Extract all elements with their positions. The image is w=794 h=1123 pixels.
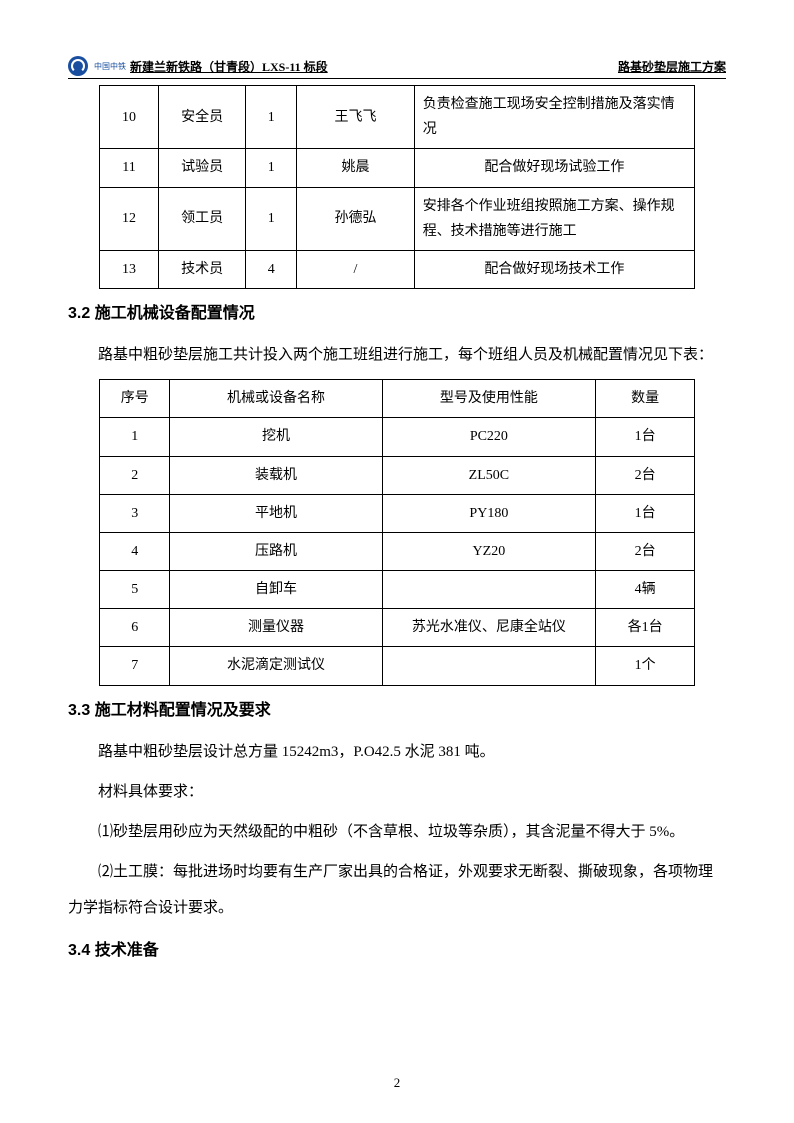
cell: 安全员	[159, 86, 246, 149]
cell: 苏光水准仪、尼康全站仪	[382, 609, 596, 647]
cell: 技术员	[159, 250, 246, 288]
cell: 13	[100, 250, 159, 288]
cell: 水泥滴定测试仪	[170, 647, 382, 685]
cell: 压路机	[170, 532, 382, 570]
cell: 平地机	[170, 494, 382, 532]
table-row: 10安全员1王飞飞负责检查施工现场安全控制措施及落实情况	[100, 86, 695, 149]
cell: 1	[246, 86, 297, 149]
cell: 2台	[596, 456, 695, 494]
page-header: 中国中铁 新建兰新铁路（甘青段）LXS-11 标段 路基砂垫层施工方案	[68, 56, 726, 79]
logo-text: 中国中铁	[94, 61, 126, 72]
cell: 4辆	[596, 571, 695, 609]
cell: PC220	[382, 418, 596, 456]
cell: 各1台	[596, 609, 695, 647]
section-3-4-title: 3.4 技术准备	[68, 936, 726, 960]
cell: ZL50C	[382, 456, 596, 494]
duty-cell: 安排各个作业班组按照施工方案、操作规程、技术措施等进行施工	[414, 187, 694, 250]
cell: 测量仪器	[170, 609, 382, 647]
duty-cell: 配合做好现场技术工作	[414, 250, 694, 288]
table-row: 3平地机PY1801台	[100, 494, 695, 532]
header-left-title: 新建兰新铁路（甘青段）LXS-11 标段	[130, 58, 328, 75]
cell: 1台	[596, 418, 695, 456]
cell: 领工员	[159, 187, 246, 250]
table-row: 1挖机PC2201台	[100, 418, 695, 456]
table-header-row: 序号 机械或设备名称 型号及使用性能 数量	[100, 380, 695, 418]
page-number: 2	[0, 1075, 794, 1091]
logo-icon	[68, 56, 88, 76]
cell: 12	[100, 187, 159, 250]
table-row: 4压路机YZ202台	[100, 532, 695, 570]
section-3-2-text: 路基中粗砂垫层施工共计投入两个施工班组进行施工，每个班组人员及机械配置情况见下表…	[98, 347, 713, 363]
duty-cell: 配合做好现场试验工作	[414, 149, 694, 187]
section-3-3-title: 3.3 施工材料配置情况及要求	[68, 696, 726, 720]
section-3-3-li1: ⑴砂垫层用砂应为天然级配的中粗砂（不含草根、垃圾等杂质），其含泥量不得大于 5%…	[68, 814, 726, 850]
header-left: 中国中铁 新建兰新铁路（甘青段）LXS-11 标段	[68, 56, 328, 76]
col-model: 型号及使用性能	[382, 380, 596, 418]
table-row: 13技术员4/配合做好现场技术工作	[100, 250, 695, 288]
cell	[382, 571, 596, 609]
cell: 5	[100, 571, 170, 609]
cell: 挖机	[170, 418, 382, 456]
section-3-3-li2: ⑵土工膜：每批进场时均要有生产厂家出具的合格证，外观要求无断裂、撕破现象，各项物…	[68, 854, 726, 926]
table-row: 11试验员1姚晨配合做好现场试验工作	[100, 149, 695, 187]
cell: 姚晨	[297, 149, 414, 187]
table-row: 12领工员1孙德弘安排各个作业班组按照施工方案、操作规程、技术措施等进行施工	[100, 187, 695, 250]
cell: 自卸车	[170, 571, 382, 609]
cell: PY180	[382, 494, 596, 532]
cell: 3	[100, 494, 170, 532]
section-3-2-title: 3.2 施工机械设备配置情况	[68, 299, 726, 323]
cell: 4	[246, 250, 297, 288]
cell: 试验员	[159, 149, 246, 187]
equipment-table: 序号 机械或设备名称 型号及使用性能 数量 1挖机PC2201台2装载机ZL50…	[99, 379, 695, 686]
duty-cell: 负责检查施工现场安全控制措施及落实情况	[414, 86, 694, 149]
col-no: 序号	[100, 380, 170, 418]
cell: 1个	[596, 647, 695, 685]
cell: 王飞飞	[297, 86, 414, 149]
cell: 孙德弘	[297, 187, 414, 250]
section-3-3-p1: 路基中粗砂垫层设计总方量 15242m3，P.O42.5 水泥 381 吨。	[68, 734, 726, 770]
cell: 2台	[596, 532, 695, 570]
cell: 11	[100, 149, 159, 187]
table-row: 5自卸车 4辆	[100, 571, 695, 609]
cell: 4	[100, 532, 170, 570]
table-row: 6测量仪器苏光水准仪、尼康全站仪各1台	[100, 609, 695, 647]
table-row: 2装载机ZL50C2台	[100, 456, 695, 494]
cell: 6	[100, 609, 170, 647]
section-3-2-para: 路基中粗砂垫层施工共计投入两个施工班组进行施工，每个班组人员及机械配置情况见下表…	[68, 337, 726, 373]
cell: 10	[100, 86, 159, 149]
col-name: 机械或设备名称	[170, 380, 382, 418]
header-right-title: 路基砂垫层施工方案	[618, 58, 726, 75]
personnel-table: 10安全员1王飞飞负责检查施工现场安全控制措施及落实情况11试验员1姚晨配合做好…	[99, 85, 695, 289]
section-3-3-p2: 材料具体要求：	[68, 774, 726, 810]
cell: /	[297, 250, 414, 288]
cell: 1	[100, 418, 170, 456]
cell: 1	[246, 187, 297, 250]
cell: 2	[100, 456, 170, 494]
cell: 1	[246, 149, 297, 187]
cell: 1台	[596, 494, 695, 532]
cell	[382, 647, 596, 685]
cell: 7	[100, 647, 170, 685]
table-row: 7水泥滴定测试仪 1个	[100, 647, 695, 685]
cell: YZ20	[382, 532, 596, 570]
cell: 装载机	[170, 456, 382, 494]
col-qty: 数量	[596, 380, 695, 418]
li1-text: ⑴砂垫层用砂应为天然级配的中粗砂（不含草根、垃圾等杂质），其含泥量不得大于 5%…	[98, 824, 684, 840]
